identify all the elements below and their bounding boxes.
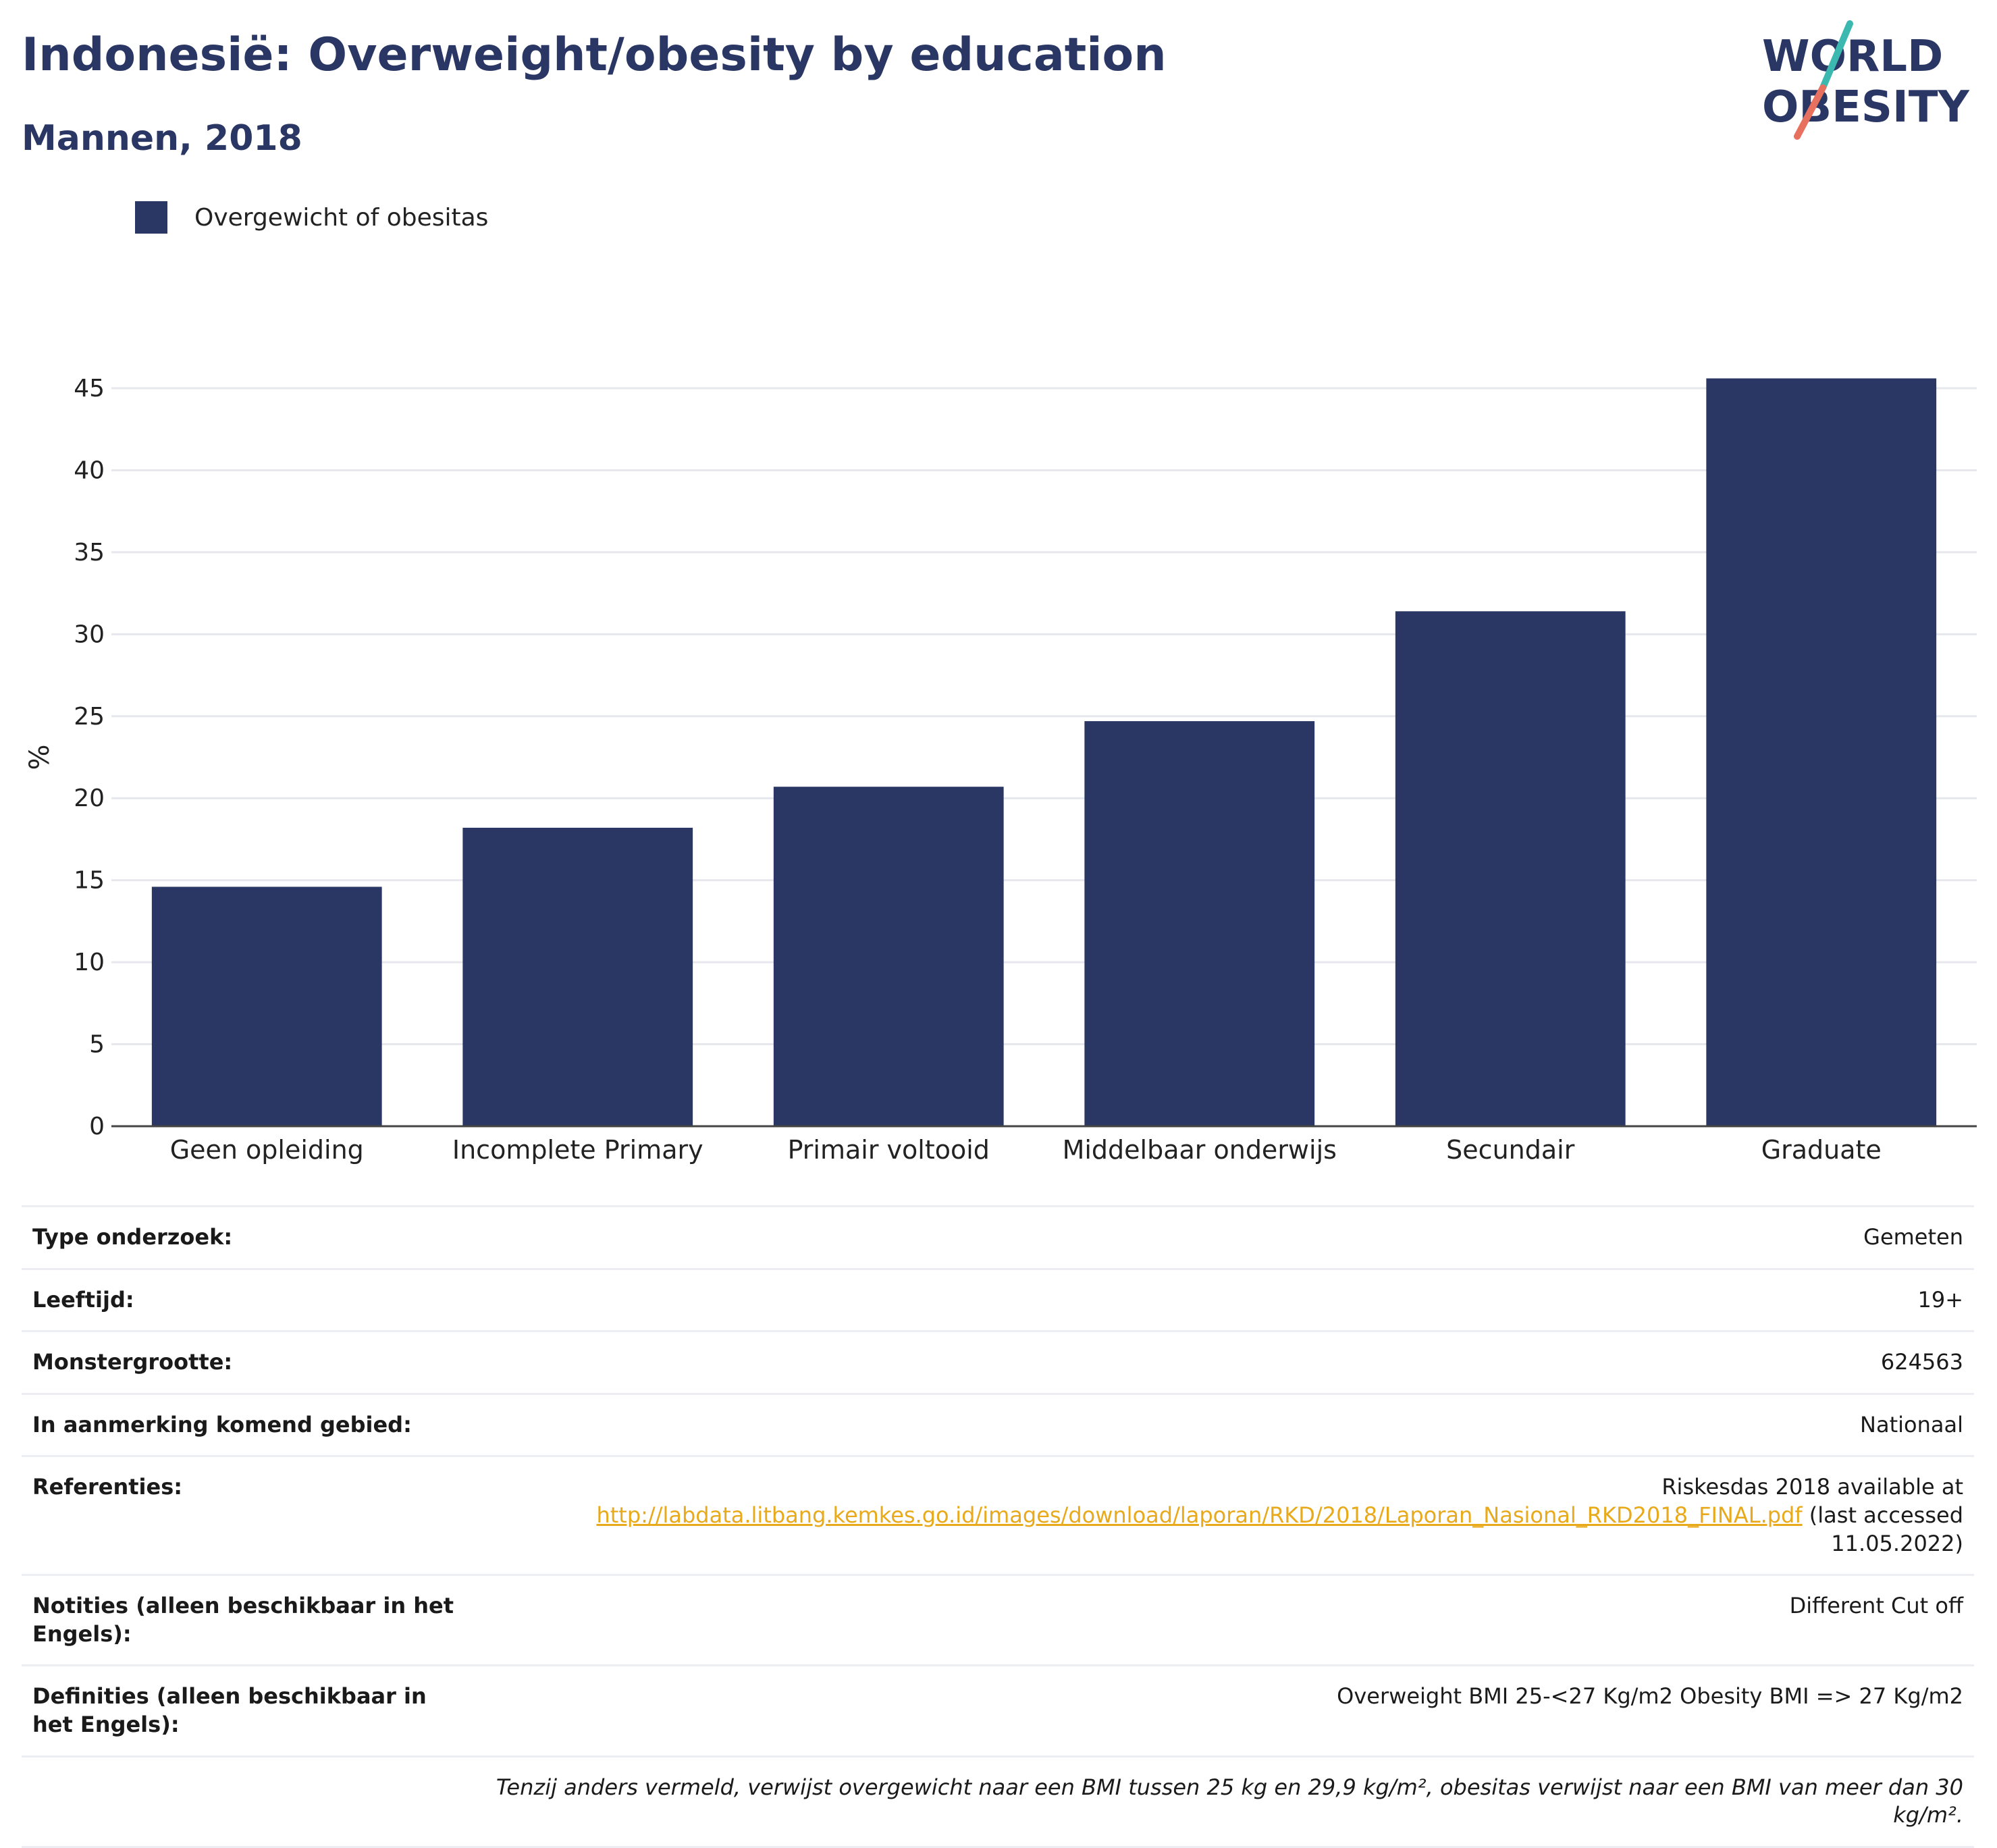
info-row-sample: Monstergrootte: 624563 bbox=[22, 1330, 1974, 1393]
logo-slash-coral bbox=[1794, 84, 1826, 140]
y-tick-label: 0 bbox=[89, 1113, 105, 1140]
info-value: Overweight BMI 25-<27 Kg/m2 Obesity BMI … bbox=[1337, 1683, 1963, 1710]
bar bbox=[1084, 721, 1315, 1126]
info-value: Gemeten bbox=[1863, 1224, 1963, 1250]
bar bbox=[1395, 611, 1626, 1126]
info-row-area: In aanmerking komend gebied: Nationaal bbox=[22, 1392, 1974, 1456]
y-tick-label: 40 bbox=[74, 456, 105, 484]
info-table: Type onderzoek: Gemeten Leeftijd: 19+ Mo… bbox=[22, 1205, 1974, 1848]
info-label: Monstergrootte: bbox=[32, 1349, 233, 1375]
bar bbox=[1706, 378, 1937, 1126]
reference-link[interactable]: http://labdata.litbang.kemkes.go.id/imag… bbox=[596, 1502, 1803, 1528]
bar bbox=[462, 827, 693, 1126]
info-label: Type onderzoek: bbox=[32, 1224, 233, 1250]
info-value: 624563 bbox=[1880, 1349, 1963, 1375]
y-tick-label: 35 bbox=[74, 539, 105, 566]
chart-subtitle: Mannen, 2018 bbox=[22, 118, 302, 159]
logo-slash-teal bbox=[1819, 20, 1853, 91]
info-value: Riskesdas 2018 available at http://labda… bbox=[478, 1473, 1963, 1558]
info-label: In aanmerking komend gebied: bbox=[32, 1411, 412, 1437]
info-value: 19+ bbox=[1917, 1286, 1963, 1313]
info-row-footnote: Tenzij anders vermeld, verwijst overgewi… bbox=[22, 1755, 1974, 1848]
world-obesity-logo: WORLD OBESITY bbox=[1762, 20, 1969, 140]
chart-legend: Overgewicht of obesitas bbox=[135, 201, 488, 234]
reference-suffix: (last accessed 11.05.2022) bbox=[1809, 1502, 1963, 1556]
x-tick-label: Incomplete Primary bbox=[452, 1135, 703, 1165]
y-tick-label: 30 bbox=[74, 621, 105, 648]
info-value: Nationaal bbox=[1860, 1411, 1963, 1437]
info-label: Notities (alleen beschikbaar in het Enge… bbox=[32, 1593, 454, 1647]
info-row-notes: Notities (alleen beschikbaar in het Enge… bbox=[22, 1574, 1974, 1664]
info-row-age: Leeftijd: 19+ bbox=[22, 1267, 1974, 1331]
reference-prefix: Riskesdas 2018 available at bbox=[1661, 1474, 1963, 1500]
x-tick-label: Primair voltooid bbox=[788, 1135, 990, 1165]
bar-chart: 0 5 10 15 20 25 30 35 40 45% Geen opleiding Incompl… bbox=[24, 375, 1977, 1165]
y-tick-label: 10 bbox=[74, 949, 105, 976]
info-label: Definities (alleen beschikbaar in het En… bbox=[32, 1683, 427, 1737]
info-row-definitions: Definities (alleen beschikbaar in het En… bbox=[22, 1664, 1974, 1755]
x-tick-label: Graduate bbox=[1761, 1135, 1882, 1165]
info-label: Leeftijd: bbox=[32, 1286, 134, 1313]
chart-title: Indonesië: Overweight/obesity by educati… bbox=[22, 28, 1167, 82]
x-tick-label: Geen opleiding bbox=[170, 1135, 364, 1165]
bar bbox=[773, 787, 1004, 1126]
y-tick-label: 45 bbox=[74, 375, 105, 402]
legend-label: Overgewicht of obesitas bbox=[194, 203, 489, 232]
info-row-type: Type onderzoek: Gemeten bbox=[22, 1205, 1974, 1268]
logo-text-obesity: OBESITY bbox=[1762, 82, 1969, 132]
info-label: Referenties: bbox=[32, 1474, 183, 1500]
footnote-text: Tenzij anders vermeld, verwijst overgewi… bbox=[496, 1774, 1963, 1828]
y-axis-label: % bbox=[24, 744, 55, 770]
info-row-references: Referenties: Riskesdas 2018 available at… bbox=[22, 1455, 1974, 1574]
legend-swatch bbox=[135, 201, 167, 234]
logo-text-world: WORLD bbox=[1762, 32, 1943, 82]
y-tick-label: 25 bbox=[74, 703, 105, 731]
bar bbox=[151, 887, 382, 1126]
y-tick-label: 15 bbox=[74, 867, 105, 895]
x-tick-label: Middelbaar onderwijs bbox=[1063, 1135, 1337, 1165]
info-value: Different Cut off bbox=[1789, 1593, 1963, 1619]
y-tick-label: 20 bbox=[74, 785, 105, 812]
y-tick-label: 5 bbox=[89, 1031, 105, 1059]
x-tick-label: Secundair bbox=[1446, 1135, 1575, 1165]
